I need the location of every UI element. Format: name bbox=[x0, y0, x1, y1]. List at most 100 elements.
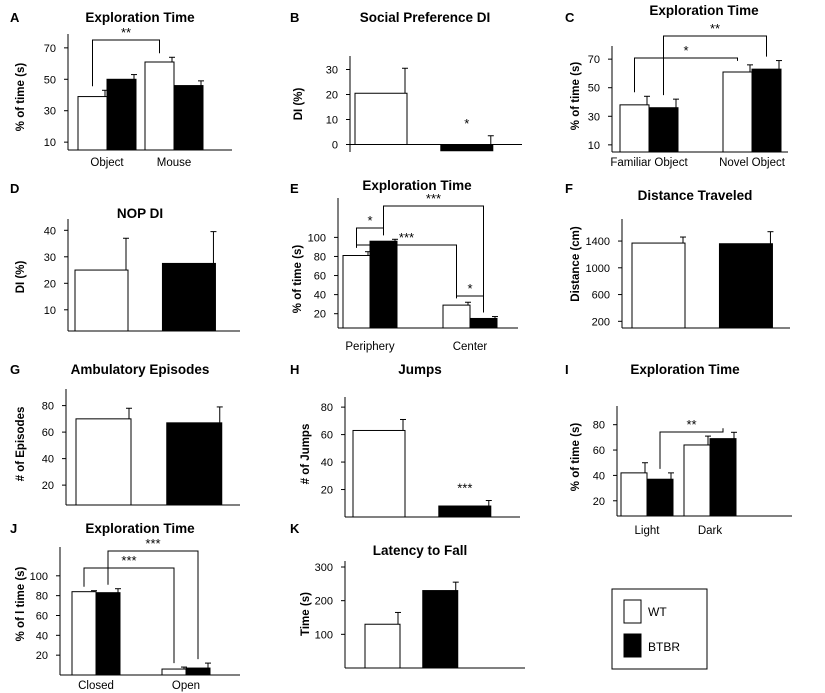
y-tick-label: 10 bbox=[588, 140, 600, 152]
y-tick-label: 40 bbox=[42, 454, 54, 466]
y-tick-label: 20 bbox=[42, 480, 54, 492]
panel-f: F Distance Traveled Distance (cm) 200 600 100… bbox=[565, 181, 790, 329]
bar-wt bbox=[342, 255, 371, 329]
y-tick-label: 20 bbox=[44, 278, 56, 290]
y-tick-label: 100 bbox=[30, 571, 48, 583]
bar-wt bbox=[352, 429, 406, 518]
y-axis-label: % of time (s) bbox=[15, 63, 27, 132]
panel-title: Distance Traveled bbox=[638, 188, 753, 203]
significance-bracket bbox=[107, 550, 199, 660]
panel-letter: B bbox=[290, 10, 299, 25]
y-tick-label: 30 bbox=[326, 65, 338, 77]
y-tick-label: 20 bbox=[593, 496, 605, 508]
bar-btbr bbox=[440, 144, 494, 152]
panel-title: Exploration Time bbox=[85, 10, 195, 25]
y-tick-label: 10 bbox=[326, 115, 338, 127]
bar-wt bbox=[71, 591, 97, 676]
y-tick-label: 40 bbox=[314, 290, 326, 302]
y-tick-label: 80 bbox=[593, 420, 605, 432]
significance-label: *** bbox=[399, 230, 414, 245]
significance-bracket bbox=[356, 244, 457, 299]
panel-title: Exploration Time bbox=[85, 521, 195, 536]
y-tick-label: 30 bbox=[44, 106, 56, 118]
panel-letter: F bbox=[565, 181, 573, 196]
y-tick-label: 70 bbox=[588, 54, 600, 66]
y-tick-label: 200 bbox=[315, 596, 333, 608]
panel-title: Exploration Time bbox=[362, 178, 472, 193]
significance-label: *** bbox=[121, 553, 136, 568]
y-tick-label: 20 bbox=[36, 650, 48, 662]
x-category-label: Closed bbox=[78, 680, 114, 692]
panel-b: B Social Preference DI DI (%) 0 10 20 30 * bbox=[290, 10, 522, 152]
bar-wt bbox=[722, 71, 753, 153]
significance-bracket bbox=[383, 205, 484, 313]
x-category-label: Dark bbox=[698, 525, 723, 537]
panel-letter: K bbox=[290, 521, 300, 536]
y-tick-label: 40 bbox=[36, 630, 48, 642]
y-axis-label: Distance (cm) bbox=[570, 226, 582, 302]
panel-c: C Exploration Time % of time (s) 10 30 50 70 Fa… bbox=[565, 3, 788, 169]
bar-btbr bbox=[709, 438, 737, 517]
x-category-label: Novel Object bbox=[719, 157, 786, 169]
y-tick-label: 10 bbox=[44, 137, 56, 149]
panel-letter: G bbox=[10, 362, 20, 377]
y-tick-label: 80 bbox=[42, 401, 54, 413]
panel-title: Ambulatory Episodes bbox=[71, 362, 210, 377]
bar-btbr bbox=[422, 590, 459, 669]
y-tick-label: 600 bbox=[592, 290, 610, 302]
significance-label: * bbox=[367, 213, 372, 228]
significance-label: ** bbox=[121, 25, 131, 40]
panel-letter: J bbox=[10, 521, 17, 536]
x-category-label: Periphery bbox=[345, 341, 394, 353]
panel-title: Jumps bbox=[398, 362, 442, 377]
legend-swatch-wt bbox=[623, 599, 642, 624]
y-axis-label: # of Episodes bbox=[15, 407, 27, 482]
panel-g: G Ambulatory Episodes # of Episodes 20 40 60 8… bbox=[10, 362, 240, 506]
bar-wt bbox=[75, 418, 132, 506]
panel-title: Exploration Time bbox=[630, 362, 740, 377]
y-axis-label: % of time (s) bbox=[570, 62, 582, 131]
y-axis-label: % of time (s) bbox=[292, 245, 304, 314]
y-tick-label: 10 bbox=[44, 305, 56, 317]
bar-btbr bbox=[718, 243, 773, 329]
y-tick-label: 20 bbox=[314, 309, 326, 321]
bar-wt bbox=[442, 304, 471, 329]
panel-title: NOP DI bbox=[117, 206, 163, 221]
bar-btbr bbox=[173, 85, 204, 151]
x-category-label: Open bbox=[172, 680, 200, 692]
panel-d: D NOP DI DI (%) 10 20 30 40 bbox=[10, 181, 240, 332]
significance-label: *** bbox=[145, 536, 160, 551]
y-tick-label: 40 bbox=[44, 225, 56, 237]
significance-label: * bbox=[683, 43, 688, 58]
y-tick-label: 60 bbox=[42, 427, 54, 439]
legend-label-btbr: BTBR bbox=[648, 640, 680, 654]
bar-btbr bbox=[185, 667, 211, 676]
y-axis-label: DI (%) bbox=[15, 261, 27, 294]
bar-btbr bbox=[751, 68, 782, 153]
y-tick-label: 30 bbox=[44, 252, 56, 264]
y-tick-label: 60 bbox=[36, 610, 48, 622]
y-axis-label: Time (s) bbox=[300, 592, 312, 636]
bar-btbr bbox=[469, 317, 498, 329]
bar-wt bbox=[683, 444, 711, 517]
y-tick-label: 60 bbox=[321, 430, 333, 442]
y-tick-label: 70 bbox=[44, 43, 56, 55]
bar-btbr bbox=[166, 422, 223, 506]
y-tick-label: 100 bbox=[315, 629, 333, 641]
bar-wt bbox=[354, 92, 408, 145]
y-tick-label: 0 bbox=[332, 140, 338, 152]
y-tick-label: 300 bbox=[315, 562, 333, 574]
legend-frame bbox=[611, 588, 708, 670]
y-tick-label: 20 bbox=[326, 90, 338, 102]
panel-k: K Latency to Fall Time (s) 100 200 300 bbox=[290, 521, 525, 669]
bar-wt bbox=[144, 61, 175, 151]
panel-letter: E bbox=[290, 181, 299, 196]
y-tick-label: 40 bbox=[593, 470, 605, 482]
y-tick-label: 80 bbox=[36, 591, 48, 603]
bar-wt bbox=[77, 96, 108, 151]
panel-h: H Jumps # of Jumps 20 40 60 80 *** bbox=[290, 362, 520, 518]
y-tick-label: 80 bbox=[321, 402, 333, 414]
y-tick-label: 80 bbox=[314, 251, 326, 263]
significance-bracket bbox=[92, 39, 160, 87]
bar-btbr bbox=[161, 262, 216, 332]
